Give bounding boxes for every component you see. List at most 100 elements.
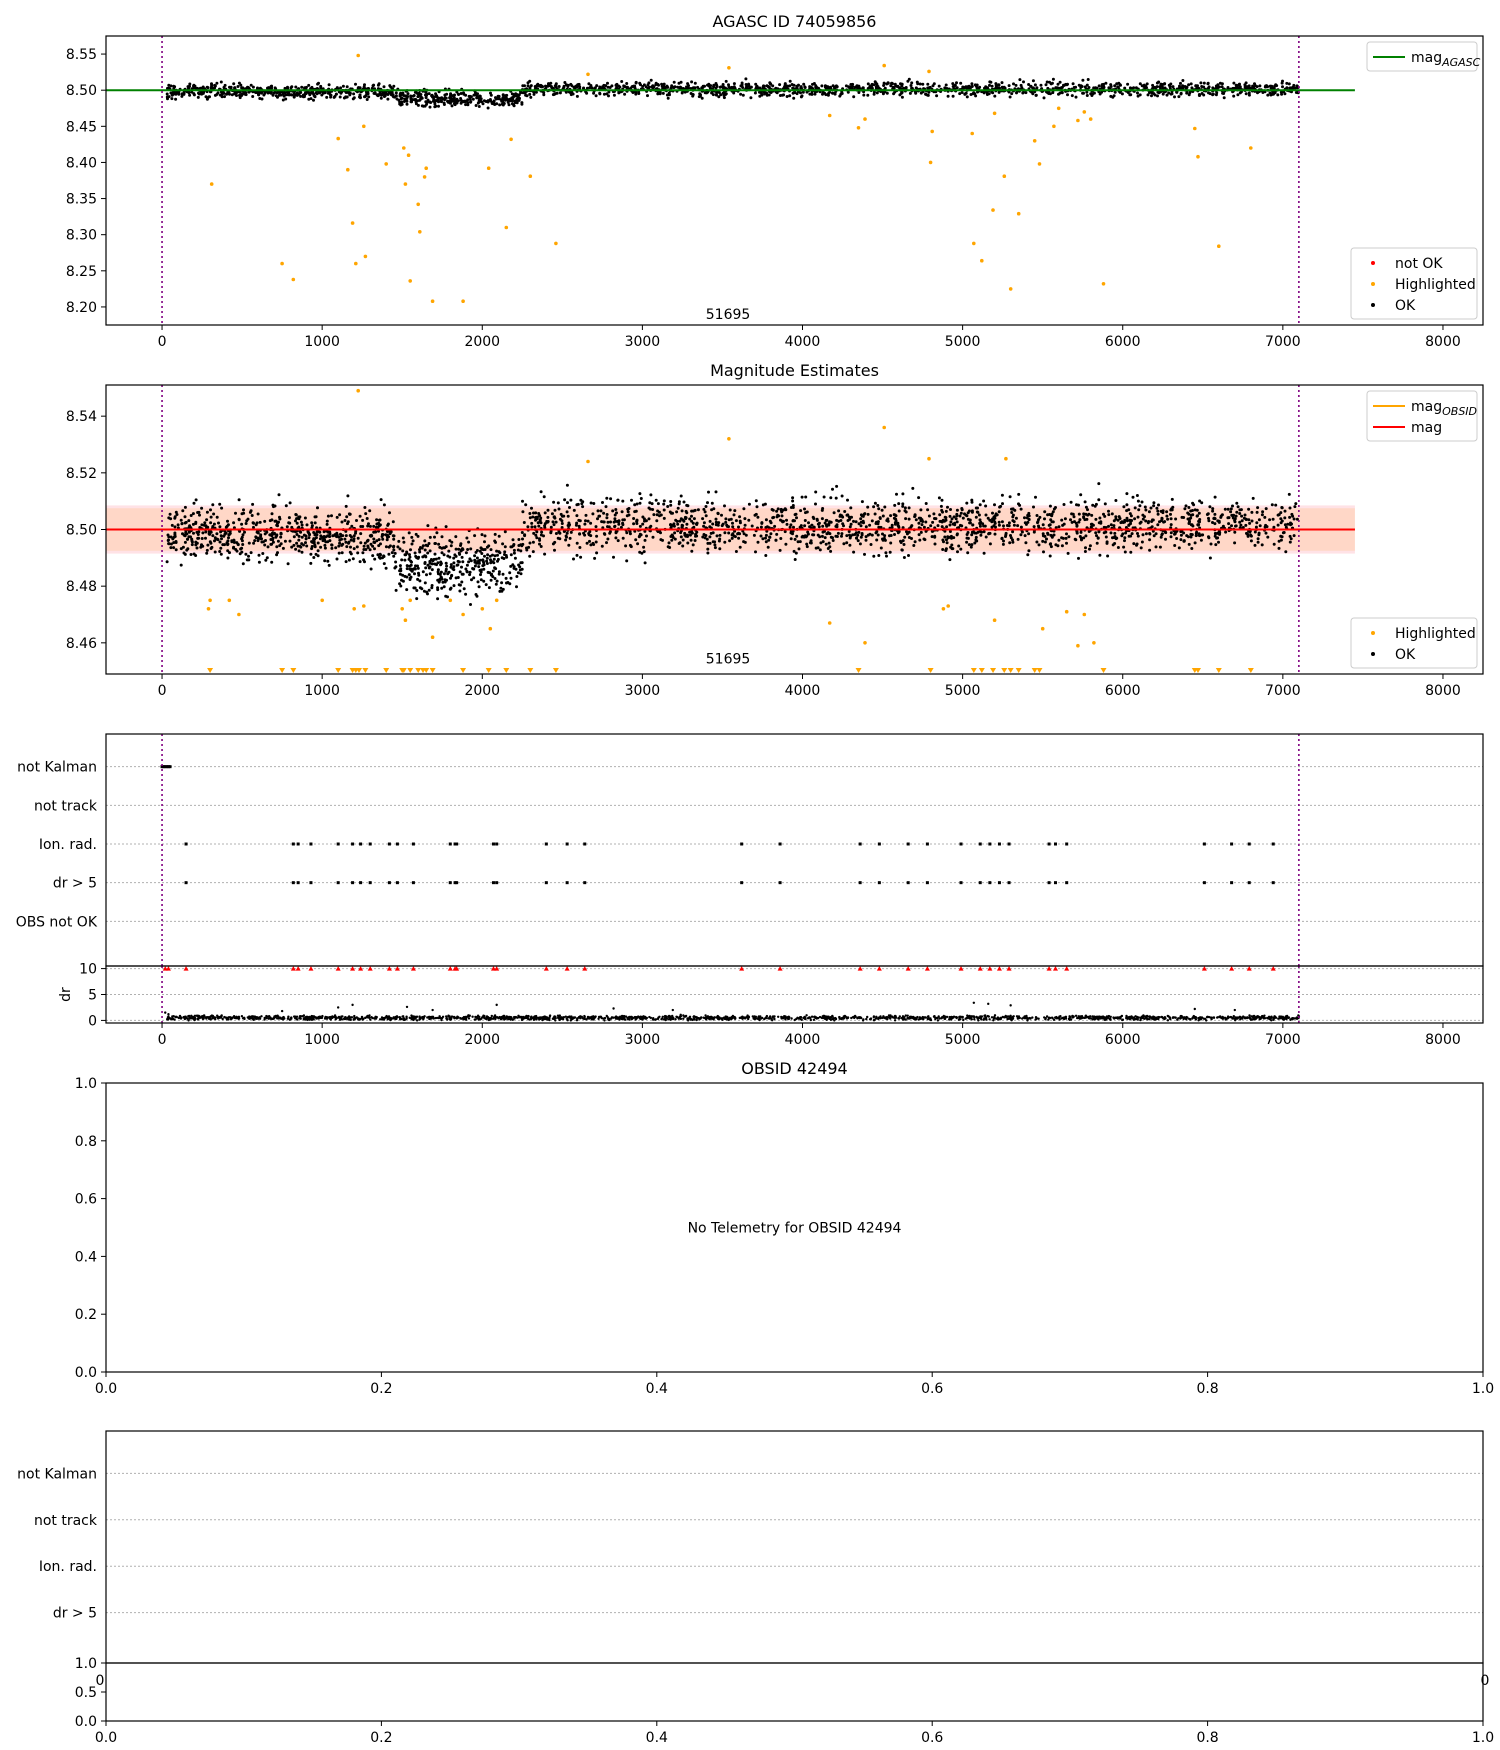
panel-2-ok-point xyxy=(316,541,320,545)
panel-1-ok-point xyxy=(852,95,856,99)
panel-1-ok-point xyxy=(1266,93,1270,97)
panel-2-ok-point xyxy=(479,570,483,574)
panel-2-ok-point xyxy=(366,539,370,543)
panel-1-ok-point xyxy=(266,86,269,90)
panel-1-ok-point xyxy=(1195,86,1199,90)
panel-2-ok-point xyxy=(1135,543,1138,547)
panel-2-ok-point xyxy=(546,508,550,512)
panel-2-ok-point xyxy=(706,551,710,555)
panel-2-ok-point xyxy=(1196,523,1200,527)
panel-1-ok-point xyxy=(506,100,510,104)
panel-2-ok-point xyxy=(483,534,487,538)
panel-2-ok-point xyxy=(1279,538,1283,542)
panel-2-ok-point xyxy=(189,514,193,517)
panel-2-ok-point xyxy=(294,547,298,551)
panel-2-ok-point xyxy=(430,568,434,572)
panel-2-ok-point xyxy=(205,510,209,514)
panel-1-ok-point xyxy=(478,94,482,98)
panel-2-ok-point xyxy=(1047,523,1051,527)
panel-2-ok-point xyxy=(727,518,731,522)
panel-2-ok-point xyxy=(970,498,974,502)
panel-2-ok-point xyxy=(244,552,248,556)
panel-1-ok-point xyxy=(287,93,291,96)
panel-1-highlighted-point xyxy=(424,166,429,170)
panel-2-ok-point xyxy=(613,513,617,517)
panel-2-ok-point xyxy=(720,513,723,517)
panel-2-ok-point xyxy=(944,548,948,552)
panel-2-ok-point xyxy=(704,514,708,518)
panel-2-ok-point xyxy=(608,531,612,535)
panel-1-highlighted-point xyxy=(403,182,408,186)
panel-1-ok-point xyxy=(495,97,498,101)
panel-1-ok-point xyxy=(423,104,427,108)
panel-1-ok-point xyxy=(1287,82,1291,86)
panel-2-ok-point xyxy=(183,552,187,556)
panel-1-ok-point xyxy=(598,91,602,95)
panel-2-ok-point xyxy=(458,589,462,593)
panel-2-ok-point xyxy=(588,530,592,534)
panel-1-ok-point xyxy=(963,92,967,96)
panel-1-ok-point xyxy=(891,85,895,89)
panel-2-ok-point xyxy=(338,513,342,517)
panel-2-ok-point xyxy=(428,549,432,553)
panel-1-ok-point xyxy=(393,95,397,99)
panel-2-ok-point xyxy=(204,536,207,540)
panel-2-ok-point xyxy=(444,525,448,529)
panel-2-ok-point xyxy=(579,498,583,502)
panel-2-ok-point xyxy=(190,537,194,541)
panel-2-ok-point xyxy=(1019,525,1023,529)
panel-2-ok-point xyxy=(634,538,638,542)
panel-2-ok-point xyxy=(778,548,782,552)
panel-2-ok-point xyxy=(718,537,722,541)
panel-2-ok-point xyxy=(254,535,258,539)
panel-2-ok-point xyxy=(578,546,582,549)
panel-1-ok-point xyxy=(192,83,196,87)
panel-1-highlighted-point xyxy=(1008,287,1013,291)
panel-2-ok-point xyxy=(1062,522,1066,526)
panel-1-ok-point xyxy=(1276,93,1280,97)
panel-2-ok-point xyxy=(1183,507,1187,511)
panel-2-ok-point xyxy=(482,579,486,583)
panel-2-ok-point xyxy=(592,543,596,546)
panel-2-ok-point xyxy=(278,544,282,548)
panel-1-ok-point xyxy=(453,103,457,107)
panel-2-ok-point xyxy=(857,522,861,526)
panel-2-ok-point xyxy=(288,539,292,543)
panel-1-ok-point xyxy=(1000,81,1004,85)
panel-2-ok-point xyxy=(465,563,469,567)
panel-2-ok-point xyxy=(733,509,737,513)
panel-2-ok-point xyxy=(733,529,737,533)
panel-1-ok-point xyxy=(489,91,492,95)
panel-1-highlighted-point xyxy=(970,131,974,136)
panel-2-ok-point xyxy=(1038,515,1042,519)
panel-1-ok-point xyxy=(427,92,431,96)
panel-2-ok-point xyxy=(312,537,316,541)
panel-1-ok-point xyxy=(1285,86,1289,90)
panel-2-ok-point xyxy=(701,535,705,539)
panel-1-ok-point xyxy=(771,84,775,88)
panel-2-ok-point xyxy=(275,534,279,538)
panel-1-highlighted-point xyxy=(1088,117,1093,121)
panel-1-ok-point xyxy=(490,102,494,105)
panel-2-ok-point xyxy=(858,542,862,546)
panel-2-ok-point xyxy=(1159,535,1163,539)
panel-2-ok-point xyxy=(1136,515,1140,519)
panel-1-ok-point xyxy=(1232,81,1236,85)
panel-2-ok-point xyxy=(315,526,319,530)
panel-1-ok-point xyxy=(994,83,998,87)
panel-2-ok-point xyxy=(1240,514,1244,518)
panel-1-ok-point xyxy=(824,93,828,97)
panel-2-ok-point xyxy=(845,513,849,517)
panel-1-ok-point xyxy=(1051,91,1055,95)
panel-2-ok-point xyxy=(1048,554,1052,558)
panel-1-ytick-label: 8.30 xyxy=(66,228,97,244)
panel-2-ok-point xyxy=(955,533,959,537)
panel-1-ok-point xyxy=(762,84,765,88)
panel-2-ok-point xyxy=(340,520,344,524)
panel-2-ok-point xyxy=(413,551,417,555)
panel-2-ok-point xyxy=(368,509,372,513)
panel-2-ok-point xyxy=(901,502,905,506)
panel-2-ok-point xyxy=(264,539,267,542)
panel-2-ok-point xyxy=(497,534,501,538)
panel-2-ok-point xyxy=(199,545,203,549)
